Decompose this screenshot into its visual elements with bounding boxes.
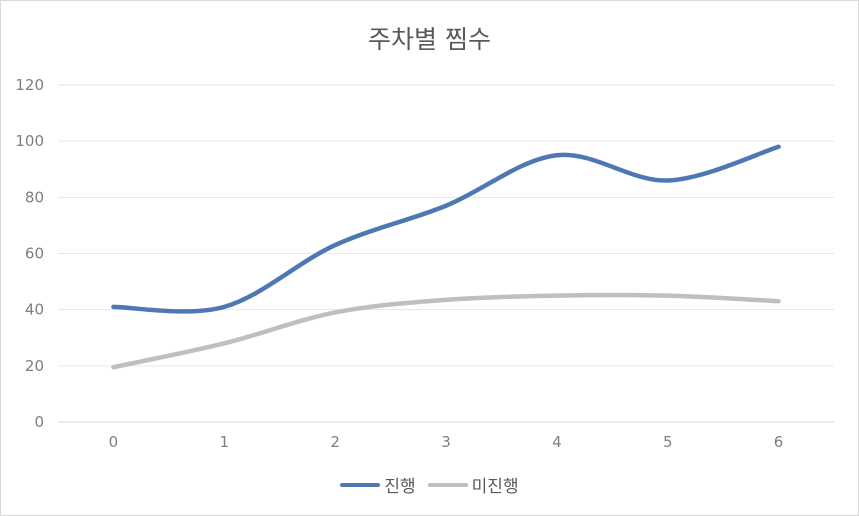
legend-label-series-0: 진행	[384, 477, 416, 497]
series-line-1	[111, 292, 781, 370]
legend-item-series-0: 진행	[340, 472, 416, 497]
x-tick-label: 0	[109, 433, 119, 451]
x-tick-label: 3	[441, 433, 451, 451]
x-tick-label: 5	[663, 433, 673, 451]
x-tick-label: 1	[220, 433, 230, 451]
y-tick-label: 100	[15, 132, 44, 150]
y-tick-label: 60	[25, 245, 44, 263]
y-tick-label: 120	[15, 76, 44, 94]
chart-title: 주차별 찜수	[368, 25, 491, 54]
y-tick-label: 80	[25, 188, 44, 206]
legend-swatch-series-1	[427, 482, 468, 487]
legend-item-series-1: 미진행	[427, 472, 519, 497]
x-tick-label: 2	[330, 433, 340, 451]
legend-swatch-series-0	[340, 482, 381, 487]
x-tick-label: 6	[774, 433, 784, 451]
y-tick-label: 20	[25, 357, 44, 375]
y-tick-label: 0	[34, 413, 44, 431]
series-line-0	[111, 144, 781, 314]
x-tick-label: 4	[552, 433, 562, 451]
legend: 진행 미진행	[0, 472, 859, 497]
legend-label-series-1: 미진행	[471, 477, 519, 497]
y-tick-label: 40	[25, 301, 44, 319]
